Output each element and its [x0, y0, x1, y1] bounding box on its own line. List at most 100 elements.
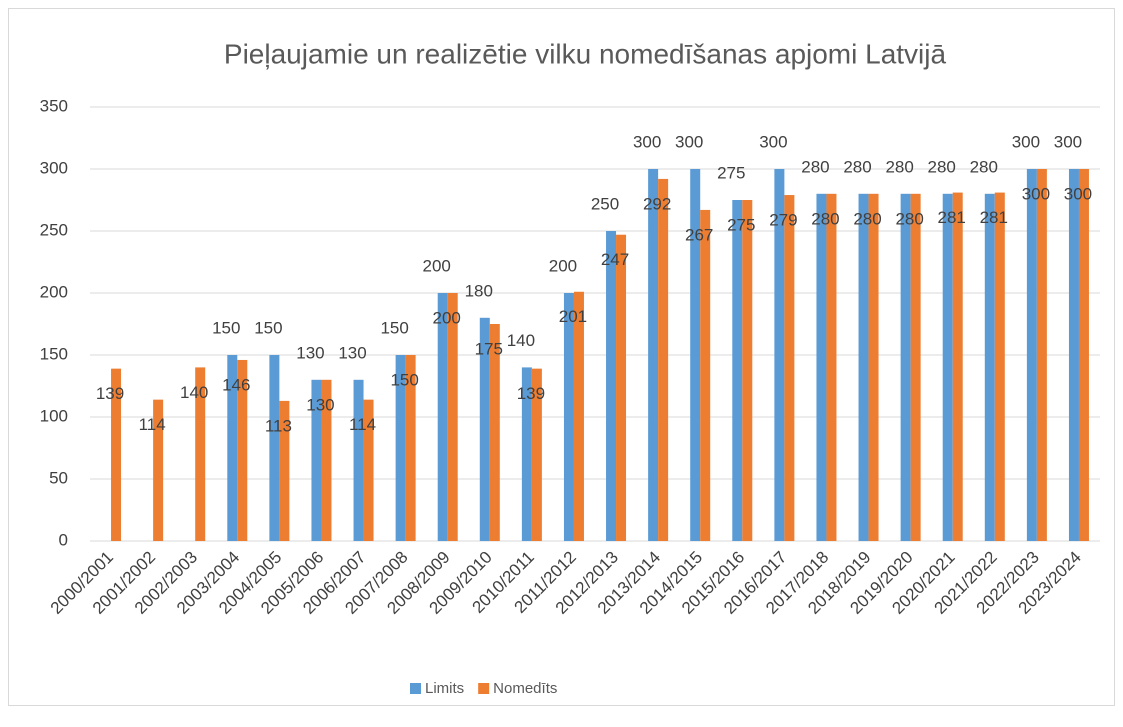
legend-label: Nomedīts — [493, 680, 557, 697]
data-label: 280 — [811, 209, 839, 228]
bar — [900, 193, 911, 542]
legend-swatch — [478, 683, 490, 694]
bar — [952, 192, 963, 541]
bar — [237, 359, 248, 541]
bar — [153, 399, 164, 541]
bar — [521, 367, 532, 541]
bar — [742, 200, 753, 541]
data-label: 130 — [296, 343, 324, 362]
chart-title: Pieļaujamie un realizētie vilku nomedīša… — [224, 38, 947, 69]
bar — [111, 368, 122, 541]
y-tick-label: 250 — [40, 220, 68, 239]
data-label: 113 — [265, 416, 292, 435]
data-label: 139 — [517, 384, 545, 403]
data-label: 280 — [853, 209, 881, 228]
data-label: 150 — [254, 318, 282, 337]
data-label: 279 — [769, 211, 797, 230]
data-label: 275 — [717, 163, 745, 182]
bar — [816, 193, 827, 542]
y-tick-label: 100 — [40, 406, 68, 425]
data-label: 150 — [390, 370, 418, 389]
bar — [195, 367, 206, 541]
bar — [942, 193, 953, 542]
bar — [606, 231, 617, 541]
data-label: 280 — [895, 209, 923, 228]
bar — [658, 178, 669, 542]
bar — [269, 355, 280, 541]
data-label: 150 — [380, 318, 408, 337]
bar — [732, 200, 743, 541]
data-label: 130 — [338, 343, 366, 362]
bar — [1078, 169, 1089, 541]
bar — [858, 193, 869, 542]
y-tick-label: 200 — [40, 282, 68, 301]
bar — [1036, 169, 1047, 541]
bar — [573, 291, 584, 541]
bar — [321, 379, 332, 541]
data-label: 201 — [559, 307, 587, 326]
data-label: 281 — [938, 208, 966, 227]
bar — [984, 193, 995, 542]
chart-frame — [8, 8, 1115, 706]
data-label: 140 — [180, 383, 208, 402]
data-label: 280 — [843, 157, 871, 176]
bar — [437, 293, 448, 541]
data-label: 292 — [643, 194, 671, 213]
data-label: 247 — [601, 250, 629, 269]
data-label: 300 — [759, 132, 787, 151]
data-label: 275 — [727, 215, 755, 234]
data-label: 300 — [1054, 132, 1082, 151]
data-label: 280 — [970, 157, 998, 176]
data-label: 200 — [423, 256, 451, 275]
y-tick-label: 350 — [40, 96, 68, 115]
bar — [353, 379, 364, 541]
bar — [531, 368, 542, 541]
bar — [363, 399, 374, 541]
data-label: 300 — [1022, 184, 1050, 203]
bar — [447, 293, 458, 541]
bar — [826, 193, 837, 542]
data-label: 200 — [433, 308, 461, 327]
bar — [690, 169, 701, 541]
data-label: 280 — [885, 157, 913, 176]
data-label: 281 — [980, 208, 1008, 227]
bar — [227, 355, 238, 541]
bar — [700, 209, 711, 542]
data-label: 150 — [212, 318, 240, 337]
data-label: 139 — [96, 384, 124, 403]
data-label: 250 — [591, 194, 619, 213]
bar — [405, 355, 416, 541]
bar — [479, 317, 490, 541]
legend-label: Limits — [425, 680, 464, 697]
data-label: 130 — [306, 395, 334, 414]
data-label: 146 — [222, 375, 250, 394]
legend-swatch — [410, 683, 421, 694]
bar — [616, 234, 627, 541]
data-label: 300 — [1064, 184, 1092, 203]
data-label: 300 — [633, 132, 661, 151]
bar — [648, 169, 659, 541]
y-tick-label: 300 — [40, 158, 68, 177]
bar — [311, 379, 322, 541]
bar — [784, 195, 795, 542]
bar — [910, 193, 921, 542]
data-label: 114 — [139, 415, 166, 434]
data-label: 300 — [675, 132, 703, 151]
bar — [994, 192, 1005, 541]
data-label: 175 — [475, 339, 503, 358]
bar — [774, 169, 785, 541]
data-label: 280 — [801, 157, 829, 176]
bar — [1026, 169, 1037, 541]
bar — [395, 355, 406, 541]
bar — [868, 193, 879, 542]
data-label: 300 — [1012, 132, 1040, 151]
bar — [489, 324, 500, 541]
data-label: 180 — [465, 281, 493, 300]
bar — [279, 400, 290, 541]
data-label: 267 — [685, 225, 713, 244]
y-tick-label: 150 — [40, 344, 68, 363]
bar — [1068, 169, 1079, 541]
data-label: 140 — [507, 331, 535, 350]
y-tick-label: 0 — [59, 530, 68, 549]
